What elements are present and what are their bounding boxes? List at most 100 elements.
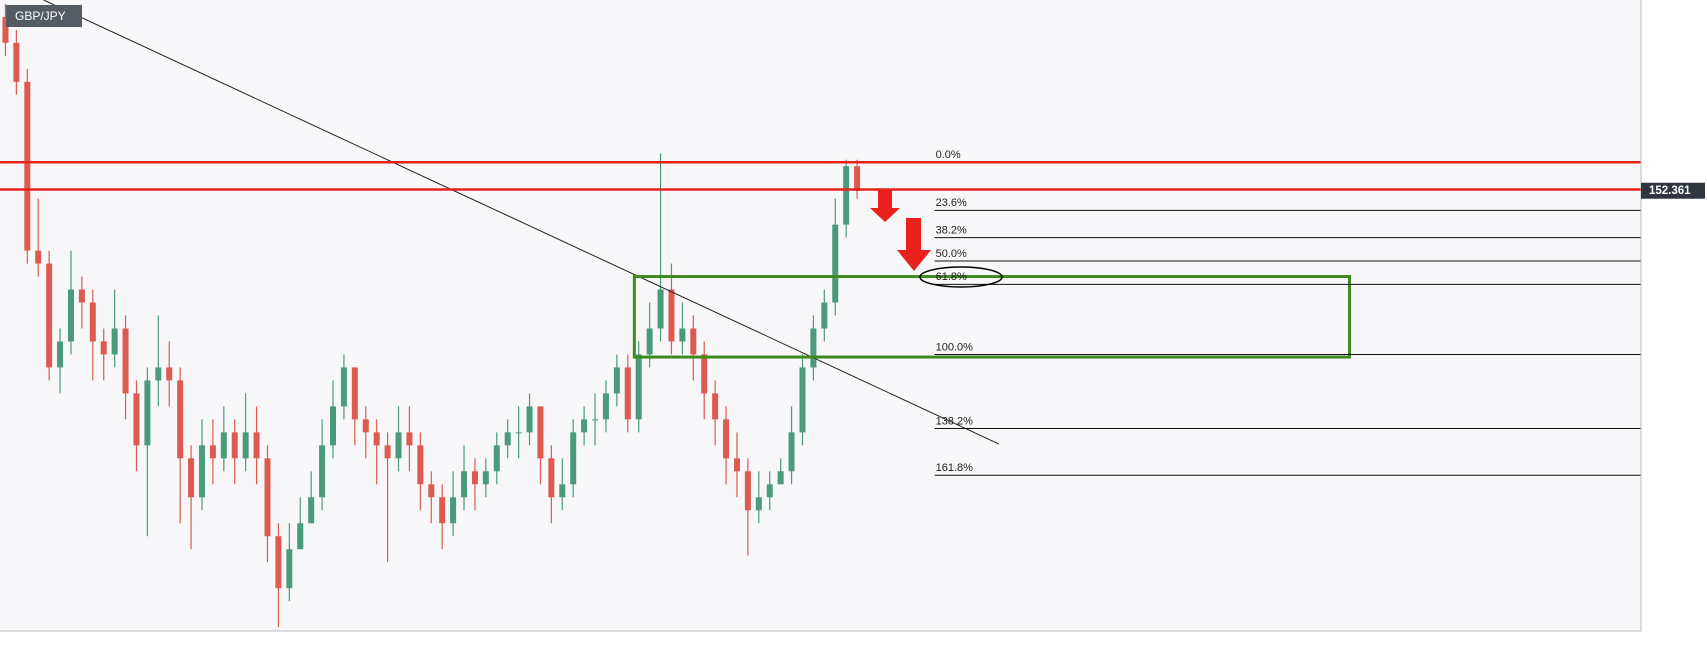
candle-body bbox=[188, 458, 195, 498]
candle-body bbox=[733, 458, 740, 472]
candle-body bbox=[46, 263, 53, 368]
candle-body bbox=[679, 328, 686, 342]
candle-body bbox=[351, 367, 358, 420]
candle-body bbox=[810, 328, 817, 368]
candle-body bbox=[242, 432, 249, 459]
candle-body bbox=[843, 166, 850, 225]
candle-body bbox=[526, 406, 533, 433]
candle-body bbox=[67, 289, 74, 342]
fib-label: 23.6% bbox=[936, 197, 967, 209]
symbol-box bbox=[6, 5, 82, 27]
candle-body bbox=[297, 523, 304, 550]
candle-body bbox=[450, 497, 457, 524]
fib-label: 61.8% bbox=[936, 271, 967, 283]
last-price-label: 152.361 bbox=[1649, 185, 1691, 197]
candle-body bbox=[777, 471, 784, 485]
candle-body bbox=[461, 471, 468, 498]
candle-body bbox=[57, 341, 64, 368]
candle-body bbox=[668, 289, 675, 342]
candle-body bbox=[111, 328, 118, 355]
fib-label: 138.2% bbox=[936, 415, 974, 427]
candle-body bbox=[537, 406, 544, 459]
candle-body bbox=[690, 328, 697, 355]
plot-background bbox=[0, 0, 1641, 631]
candle-body bbox=[570, 432, 577, 485]
candle-body bbox=[581, 419, 588, 433]
candle-body bbox=[821, 302, 828, 329]
fib-label: 161.8% bbox=[936, 462, 974, 474]
candle-body bbox=[854, 166, 861, 191]
candle-body bbox=[613, 367, 620, 394]
candle-body bbox=[78, 289, 85, 303]
last-price-box bbox=[1641, 182, 1705, 199]
candle-body bbox=[220, 432, 227, 459]
candle-body bbox=[657, 289, 664, 329]
fib-label: 0.0% bbox=[936, 149, 961, 161]
candle-body bbox=[133, 393, 140, 446]
candle-body bbox=[428, 484, 435, 498]
candle-body bbox=[166, 367, 173, 381]
candle-body bbox=[755, 497, 762, 511]
candle-body bbox=[471, 471, 478, 485]
candle-body bbox=[264, 458, 271, 537]
candle-body bbox=[559, 484, 566, 498]
candle-body bbox=[330, 406, 337, 446]
candle-body bbox=[504, 432, 511, 446]
highlight-ellipse bbox=[919, 266, 1003, 288]
candle-body bbox=[2, 16, 9, 43]
candle-body bbox=[417, 445, 424, 485]
candle-body bbox=[286, 549, 293, 589]
candle-body bbox=[209, 445, 216, 459]
candle-body bbox=[799, 367, 806, 433]
candle-body bbox=[319, 445, 326, 498]
candle-body bbox=[766, 484, 773, 498]
down-arrow bbox=[870, 190, 900, 222]
candle-body bbox=[592, 419, 599, 421]
candle-body bbox=[89, 302, 96, 342]
axes: 152.361 bbox=[1641, 182, 1705, 199]
candle-body bbox=[548, 458, 555, 498]
candle-body bbox=[24, 81, 31, 251]
candle-body bbox=[144, 380, 151, 446]
candle-body bbox=[373, 432, 380, 446]
fib-label: 38.2% bbox=[936, 225, 967, 237]
symbol-label: GBP/JPY bbox=[15, 9, 66, 23]
candle-body bbox=[723, 419, 730, 459]
candle-body bbox=[155, 367, 162, 381]
candle-body bbox=[482, 471, 489, 485]
candle-body bbox=[362, 419, 369, 433]
candle-body bbox=[646, 328, 653, 355]
fib-label: 50.0% bbox=[936, 248, 967, 260]
candle-body bbox=[122, 328, 129, 394]
candle-body bbox=[832, 224, 839, 303]
candle-body bbox=[701, 354, 708, 394]
candle-body bbox=[275, 536, 282, 589]
candle-body bbox=[35, 250, 42, 264]
candle-body bbox=[13, 42, 20, 82]
candle-body bbox=[712, 393, 719, 420]
candle-body bbox=[493, 445, 500, 472]
down-arrow bbox=[897, 218, 931, 271]
candle-body bbox=[177, 380, 184, 459]
candle-body bbox=[231, 432, 238, 459]
candle-body bbox=[340, 367, 347, 407]
candle-body bbox=[395, 432, 402, 459]
candle-body bbox=[406, 432, 413, 446]
trendline bbox=[43, 0, 1000, 445]
annotations: 0.0% 23.6% 38.2% 50.0% 61.8% 100.0% 138.2% 161.… bbox=[0, 0, 1641, 476]
candle-body bbox=[308, 497, 315, 524]
candle-body bbox=[744, 471, 751, 511]
candle-body bbox=[198, 445, 205, 498]
candle-body bbox=[253, 432, 260, 459]
zone-box bbox=[632, 275, 1351, 359]
fib-label: 100.0% bbox=[936, 341, 974, 353]
candle-body bbox=[624, 367, 631, 420]
candle-body bbox=[602, 393, 609, 420]
candle-body bbox=[100, 341, 107, 355]
candle-body bbox=[515, 432, 522, 434]
candle-body bbox=[384, 445, 391, 459]
candle-body bbox=[788, 432, 795, 472]
candle-body bbox=[635, 354, 642, 420]
marks bbox=[2, 3, 861, 628]
